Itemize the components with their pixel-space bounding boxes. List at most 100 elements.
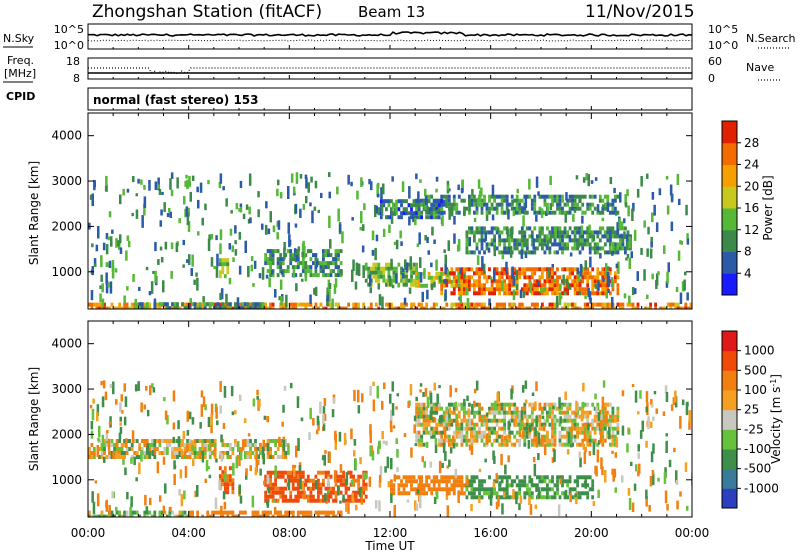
heatmap-cell	[420, 475, 423, 480]
heatmap-cell	[570, 426, 573, 437]
heatmap-cell	[403, 297, 407, 305]
y-tick-label: 1000	[51, 473, 82, 487]
heatmap-cell	[561, 475, 564, 480]
heatmap-cell	[324, 261, 328, 266]
heatmap-cell	[412, 199, 416, 204]
heatmap-cell	[442, 418, 446, 423]
heatmap-cell	[566, 242, 569, 247]
heatmap-cell	[271, 273, 275, 278]
heatmap-cell	[296, 486, 300, 491]
heatmap-cell	[606, 250, 610, 255]
heatmap-cell	[319, 261, 323, 266]
heatmap-cell	[371, 450, 375, 461]
cpid-label: CPID	[6, 90, 35, 103]
heatmap-cell	[616, 242, 620, 247]
heatmap-cell	[454, 387, 458, 393]
heatmap-cell	[312, 273, 315, 278]
heatmap-cell	[332, 490, 335, 495]
heatmap-cell	[173, 465, 177, 469]
heatmap-cell	[219, 405, 222, 414]
heatmap-cell	[672, 397, 676, 405]
heatmap-cell	[515, 475, 519, 480]
heatmap-cell	[392, 278, 396, 283]
heatmap-cell	[249, 443, 252, 447]
heatmap-cell	[198, 451, 202, 455]
heatmap-cell	[352, 478, 355, 483]
heatmap-cell	[515, 306, 519, 309]
heatmap-cell	[488, 267, 491, 272]
heatmap-cell	[266, 501, 269, 505]
heatmap-cell	[105, 432, 109, 441]
heatmap-cell	[107, 282, 111, 288]
heatmap-cell	[265, 201, 268, 209]
heatmap-cell	[525, 246, 529, 251]
heatmap-cell	[146, 443, 150, 451]
heatmap-cell	[218, 466, 222, 471]
heatmap-cell	[445, 279, 449, 284]
heatmap-cell	[226, 262, 230, 267]
heatmap-cell	[669, 184, 673, 196]
heatmap-cell	[290, 382, 293, 389]
heatmap-cell	[525, 250, 529, 255]
heatmap-cell	[465, 487, 469, 492]
heatmap-cell	[382, 266, 386, 271]
heatmap-cell	[525, 291, 529, 296]
heatmap-cell	[503, 198, 506, 203]
heatmap-cell	[460, 306, 464, 309]
heatmap-cell	[561, 483, 564, 488]
heatmap-cell	[182, 264, 185, 268]
heatmap-cell	[632, 202, 635, 212]
heatmap-cell	[435, 426, 439, 431]
heatmap-cell	[257, 459, 260, 465]
heatmap-cell	[276, 514, 280, 517]
heatmap-cell	[593, 291, 597, 296]
heatmap-cell	[153, 443, 157, 447]
heatmap-cell	[533, 418, 537, 423]
heatmap-cell	[427, 418, 431, 423]
heatmap-cell	[228, 277, 232, 285]
heatmap-cell	[264, 443, 267, 447]
heatmap-cell	[666, 205, 670, 215]
heatmap-cell	[377, 193, 380, 198]
heatmap-cell	[150, 439, 154, 443]
heatmap-cell	[218, 306, 222, 309]
heatmap-cell	[154, 181, 158, 190]
heatmap-cell	[566, 306, 569, 309]
heatmap-cell	[185, 206, 189, 217]
heatmap-cell	[525, 238, 529, 243]
heatmap-cell	[445, 406, 449, 411]
heatmap-cell	[591, 306, 595, 309]
heatmap-cell	[402, 278, 406, 283]
heatmap-cell	[391, 403, 395, 416]
heatmap-cell	[226, 482, 230, 487]
heatmap-cell	[118, 455, 121, 459]
heatmap-cell	[505, 491, 509, 496]
heatmap-cell	[405, 483, 408, 488]
heatmap-cell	[611, 468, 614, 476]
heatmap-cell	[505, 210, 509, 215]
heatmap-cell	[385, 278, 388, 283]
heatmap-cell	[153, 451, 157, 455]
heatmap-cell	[533, 287, 537, 292]
heatmap-cell	[478, 202, 481, 207]
colorbar-tick-label: 100	[744, 383, 767, 397]
heatmap-cell	[614, 426, 617, 431]
heatmap-cell	[234, 306, 237, 309]
heatmap-cell	[267, 487, 271, 494]
heatmap-cell	[256, 389, 259, 396]
heatmap-cell	[608, 402, 612, 407]
heatmap-cell	[269, 482, 272, 487]
heatmap-cell	[452, 194, 456, 199]
heatmap-cell	[563, 283, 567, 288]
heatmap-cell	[274, 451, 277, 455]
heatmap-cell	[461, 485, 464, 490]
heatmap-cell	[473, 491, 476, 496]
heatmap-cell	[412, 475, 416, 480]
heatmap-cell	[205, 459, 209, 472]
heatmap-cell	[551, 414, 554, 419]
heatmap-cell	[459, 294, 463, 305]
heatmap-cell	[483, 491, 486, 496]
heatmap-cell	[180, 494, 184, 507]
heatmap-cell	[319, 498, 323, 503]
heatmap-cell	[152, 270, 155, 275]
